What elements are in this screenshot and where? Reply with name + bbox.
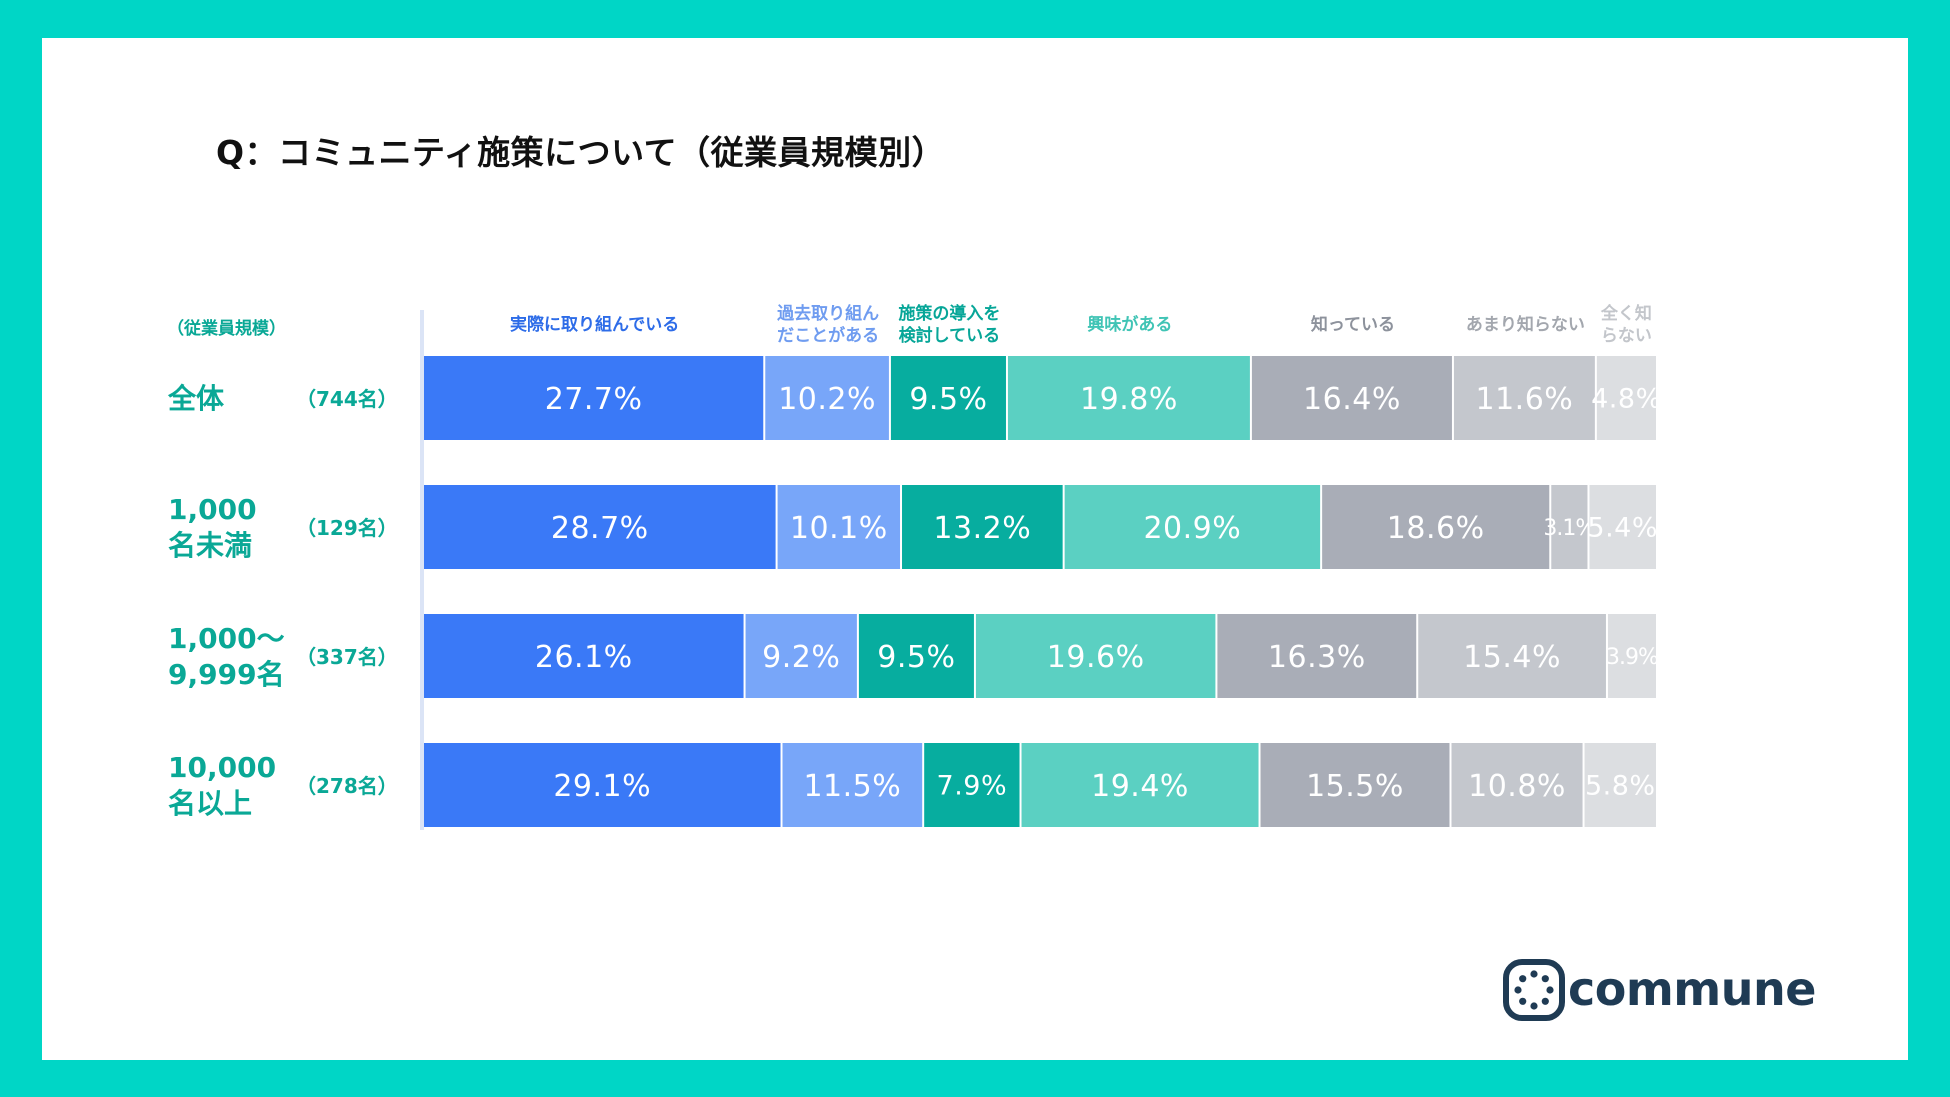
bar-segment bbox=[777, 485, 901, 569]
data-label: 26.1% bbox=[535, 640, 633, 675]
data-label: 10.2% bbox=[778, 382, 876, 417]
legend-label: だことがある bbox=[777, 325, 879, 346]
data-label: 10.8% bbox=[1468, 769, 1566, 804]
data-label: 9.5% bbox=[877, 640, 955, 675]
bar-segment bbox=[890, 356, 1006, 440]
data-label: 9.5% bbox=[909, 382, 987, 417]
category-label: 1,000～ bbox=[168, 622, 285, 655]
data-label: 28.7% bbox=[551, 511, 649, 546]
data-label: 3.1% bbox=[1543, 516, 1595, 541]
data-label: 15.4% bbox=[1463, 640, 1561, 675]
data-label: 19.6% bbox=[1047, 640, 1145, 675]
legend-label: 全く知 bbox=[1600, 303, 1652, 324]
data-label: 16.4% bbox=[1303, 382, 1401, 417]
data-label: 19.4% bbox=[1091, 769, 1189, 804]
data-label: 11.6% bbox=[1476, 382, 1574, 417]
data-label: 11.5% bbox=[803, 769, 901, 804]
bar-segment bbox=[1453, 356, 1595, 440]
data-label: 4.8% bbox=[1591, 384, 1662, 415]
category-label: 1,000 bbox=[168, 493, 257, 526]
data-label: 27.7% bbox=[545, 382, 643, 417]
bar-segment bbox=[424, 485, 776, 569]
bar-segment bbox=[1260, 743, 1450, 827]
data-label: 20.9% bbox=[1143, 511, 1241, 546]
bar-segment bbox=[1551, 485, 1588, 569]
bar-segment bbox=[1251, 356, 1452, 440]
data-label: 19.8% bbox=[1080, 382, 1178, 417]
bar-segment bbox=[424, 614, 744, 698]
category-label: 名以上 bbox=[168, 787, 252, 820]
data-label: 15.5% bbox=[1306, 769, 1404, 804]
bar-segment bbox=[1217, 614, 1417, 698]
data-label: 5.8% bbox=[1585, 771, 1656, 802]
data-label: 13.2% bbox=[933, 511, 1031, 546]
category-label: 10,000 bbox=[168, 751, 276, 784]
bar-segment bbox=[975, 614, 1216, 698]
bar-segment bbox=[765, 356, 889, 440]
data-label: 16.3% bbox=[1268, 640, 1366, 675]
bar-segment bbox=[782, 743, 923, 827]
data-label: 5.4% bbox=[1587, 513, 1658, 544]
bar-segment bbox=[424, 743, 781, 827]
legend-label: 実際に取り組んでいる bbox=[510, 314, 679, 335]
data-label: 29.1% bbox=[553, 769, 651, 804]
bar-segment bbox=[745, 614, 857, 698]
bar-segment bbox=[424, 356, 764, 440]
legend-label: 知っている bbox=[1310, 314, 1395, 335]
bar-segment bbox=[1322, 485, 1550, 569]
bar-segment bbox=[1451, 743, 1583, 827]
category-label: 9,999名 bbox=[168, 658, 285, 691]
commune-logo-icon bbox=[1503, 959, 1565, 1021]
data-label: 18.6% bbox=[1387, 511, 1485, 546]
legend-label: らない bbox=[1601, 326, 1652, 346]
category-count-label: （744名） bbox=[296, 387, 398, 411]
chart-title: Q：コミュニティ施策について（従業員規模別） bbox=[216, 133, 946, 172]
legend-label: 施策の導入を bbox=[898, 303, 1000, 324]
bar-segment bbox=[1064, 485, 1321, 569]
bar-segment bbox=[1418, 614, 1606, 698]
bar-segment bbox=[1589, 485, 1656, 569]
data-label: 9.2% bbox=[762, 640, 840, 675]
category-count-label: （337名） bbox=[296, 645, 398, 669]
bar-segment bbox=[1021, 743, 1259, 827]
commune-logo-text: commune bbox=[1568, 962, 1816, 1016]
legend-label: あまり知らない bbox=[1466, 314, 1585, 335]
bar-segment bbox=[1596, 356, 1656, 440]
data-label: 7.9% bbox=[937, 771, 1008, 802]
category-label: 全体 bbox=[167, 382, 225, 415]
legend-label: 興味がある bbox=[1087, 314, 1172, 335]
bar-segment bbox=[924, 743, 1020, 827]
legend-label: 過去取り組ん bbox=[777, 303, 879, 324]
bar-segment bbox=[902, 485, 1063, 569]
legend-label: 検討している bbox=[899, 325, 1001, 346]
data-label: 10.1% bbox=[790, 511, 888, 546]
bar-segment bbox=[1007, 356, 1250, 440]
bar-segment bbox=[1584, 743, 1656, 827]
bar-segment bbox=[1607, 614, 1656, 698]
category-count-label: （278名） bbox=[296, 774, 398, 798]
bar-segment bbox=[858, 614, 974, 698]
row-header-label: （従業員規模） bbox=[167, 318, 286, 339]
category-label: 名未満 bbox=[168, 529, 252, 562]
category-count-label: （129名） bbox=[296, 516, 398, 540]
data-label: 3.9% bbox=[1606, 645, 1658, 670]
